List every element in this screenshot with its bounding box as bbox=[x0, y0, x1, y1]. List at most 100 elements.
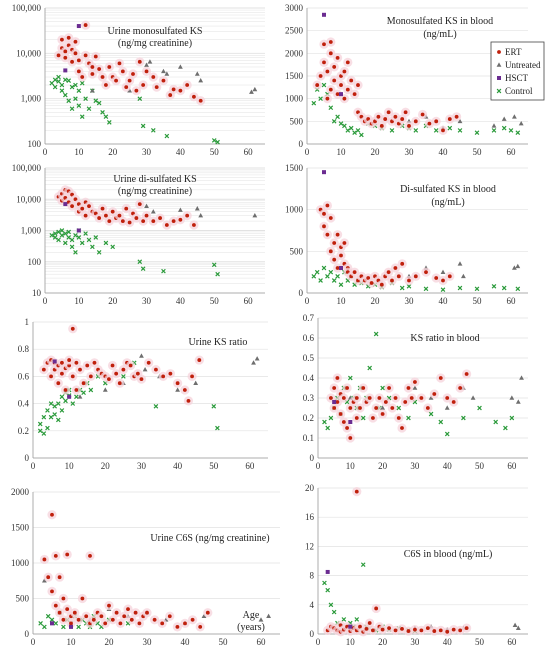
point-ert bbox=[333, 53, 343, 63]
point-ert bbox=[429, 389, 439, 399]
point-control bbox=[79, 240, 85, 246]
point-untreated bbox=[147, 59, 153, 64]
point-ert bbox=[175, 86, 185, 96]
y-tick-label: 1,000 bbox=[21, 94, 42, 104]
point-control bbox=[322, 580, 327, 586]
point-control bbox=[367, 365, 373, 371]
y-tick-label: 0.6 bbox=[18, 371, 30, 381]
point-ert bbox=[352, 413, 362, 423]
point-ert bbox=[111, 369, 121, 379]
point-ert bbox=[187, 371, 197, 381]
y-tick-label: 0.3 bbox=[303, 393, 315, 403]
point-control bbox=[338, 282, 344, 287]
point-untreated bbox=[380, 405, 386, 410]
x-tick-label: 0 bbox=[305, 296, 310, 306]
data-points bbox=[322, 487, 521, 637]
point-control bbox=[41, 431, 47, 436]
x-tick-label: 20 bbox=[105, 637, 115, 647]
x-tick-label: 60 bbox=[507, 637, 517, 647]
x-tick-label: 10 bbox=[74, 147, 84, 157]
point-control bbox=[328, 602, 334, 608]
point-untreated bbox=[509, 395, 515, 400]
data-points bbox=[38, 510, 271, 632]
point-ert bbox=[125, 217, 135, 228]
point-ert bbox=[387, 275, 397, 286]
point-ert bbox=[350, 267, 360, 277]
point-ert bbox=[322, 200, 332, 211]
y-tick-label: 1500 bbox=[11, 523, 30, 533]
legend: ERT Untreated HSCT Control bbox=[490, 41, 545, 101]
point-untreated bbox=[144, 62, 149, 67]
x-tick-label: 40 bbox=[176, 147, 186, 157]
x-tick-label: 30 bbox=[410, 637, 420, 647]
legend-marker-ert bbox=[497, 50, 501, 54]
point-ert bbox=[158, 371, 168, 381]
y-tick-label: 100,000 bbox=[12, 163, 42, 173]
x-tick-label: 20 bbox=[101, 461, 111, 471]
point-untreated bbox=[139, 353, 144, 358]
point-control bbox=[38, 621, 43, 626]
y-tick-label: 16 bbox=[305, 512, 315, 522]
point-control bbox=[318, 96, 323, 101]
point-ert bbox=[136, 374, 147, 384]
point-control bbox=[88, 387, 94, 393]
point-untreated bbox=[164, 71, 170, 76]
y-tick-label: 500 bbox=[290, 246, 304, 256]
y-tick-label: 0 bbox=[25, 629, 30, 639]
point-ert bbox=[411, 116, 421, 126]
chart-title: Urine C6S (ng/mg creatinine) bbox=[150, 533, 269, 544]
point-ert bbox=[68, 371, 78, 381]
y-tick-label: 1000 bbox=[285, 205, 304, 215]
point-untreated bbox=[457, 261, 463, 266]
point-ert bbox=[135, 57, 145, 67]
point-ert bbox=[141, 210, 152, 221]
data-points bbox=[49, 185, 258, 277]
point-untreated bbox=[491, 123, 497, 128]
x-tick-label: 0 bbox=[316, 461, 321, 471]
point-control bbox=[56, 74, 61, 80]
point-untreated bbox=[515, 625, 521, 630]
point-ert bbox=[438, 275, 448, 286]
point-ert bbox=[74, 55, 84, 65]
legend-label: Untreated bbox=[505, 60, 541, 70]
point-ert bbox=[134, 618, 144, 628]
point-control bbox=[322, 419, 327, 425]
point-ert bbox=[39, 554, 50, 565]
point-hsct bbox=[63, 202, 68, 207]
point-ert bbox=[114, 58, 125, 68]
point-ert bbox=[55, 608, 65, 618]
x-tick-label: 10 bbox=[65, 461, 75, 471]
point-ert bbox=[378, 409, 388, 419]
point-control bbox=[55, 401, 61, 406]
point-untreated bbox=[144, 203, 149, 208]
point-ert bbox=[70, 37, 81, 47]
point-control bbox=[56, 237, 61, 243]
point-ert bbox=[188, 615, 198, 625]
x-tick-label: 20 bbox=[378, 461, 388, 471]
point-control bbox=[314, 269, 320, 275]
point-ert bbox=[158, 76, 169, 86]
point-control bbox=[355, 128, 361, 133]
point-ert bbox=[390, 393, 401, 403]
y-tick-label: 0.1 bbox=[303, 433, 314, 443]
point-control bbox=[52, 403, 58, 409]
y-tick-label: 0.2 bbox=[303, 413, 314, 423]
point-ert bbox=[182, 80, 192, 90]
x-tick-label: 40 bbox=[176, 296, 186, 306]
point-control bbox=[150, 128, 156, 133]
point-ert bbox=[326, 48, 336, 58]
point-control bbox=[423, 286, 429, 292]
point-control bbox=[49, 233, 55, 238]
point-control bbox=[406, 284, 412, 289]
point-ert bbox=[343, 85, 353, 95]
point-untreated bbox=[194, 71, 200, 76]
point-untreated bbox=[161, 68, 166, 74]
point-ert bbox=[339, 66, 349, 77]
point-ert bbox=[416, 393, 426, 403]
point-ert bbox=[407, 393, 417, 403]
point-control bbox=[56, 79, 61, 84]
point-ert bbox=[96, 611, 106, 621]
point-ert bbox=[100, 618, 110, 628]
point-hsct bbox=[52, 359, 57, 364]
point-control bbox=[331, 609, 337, 615]
